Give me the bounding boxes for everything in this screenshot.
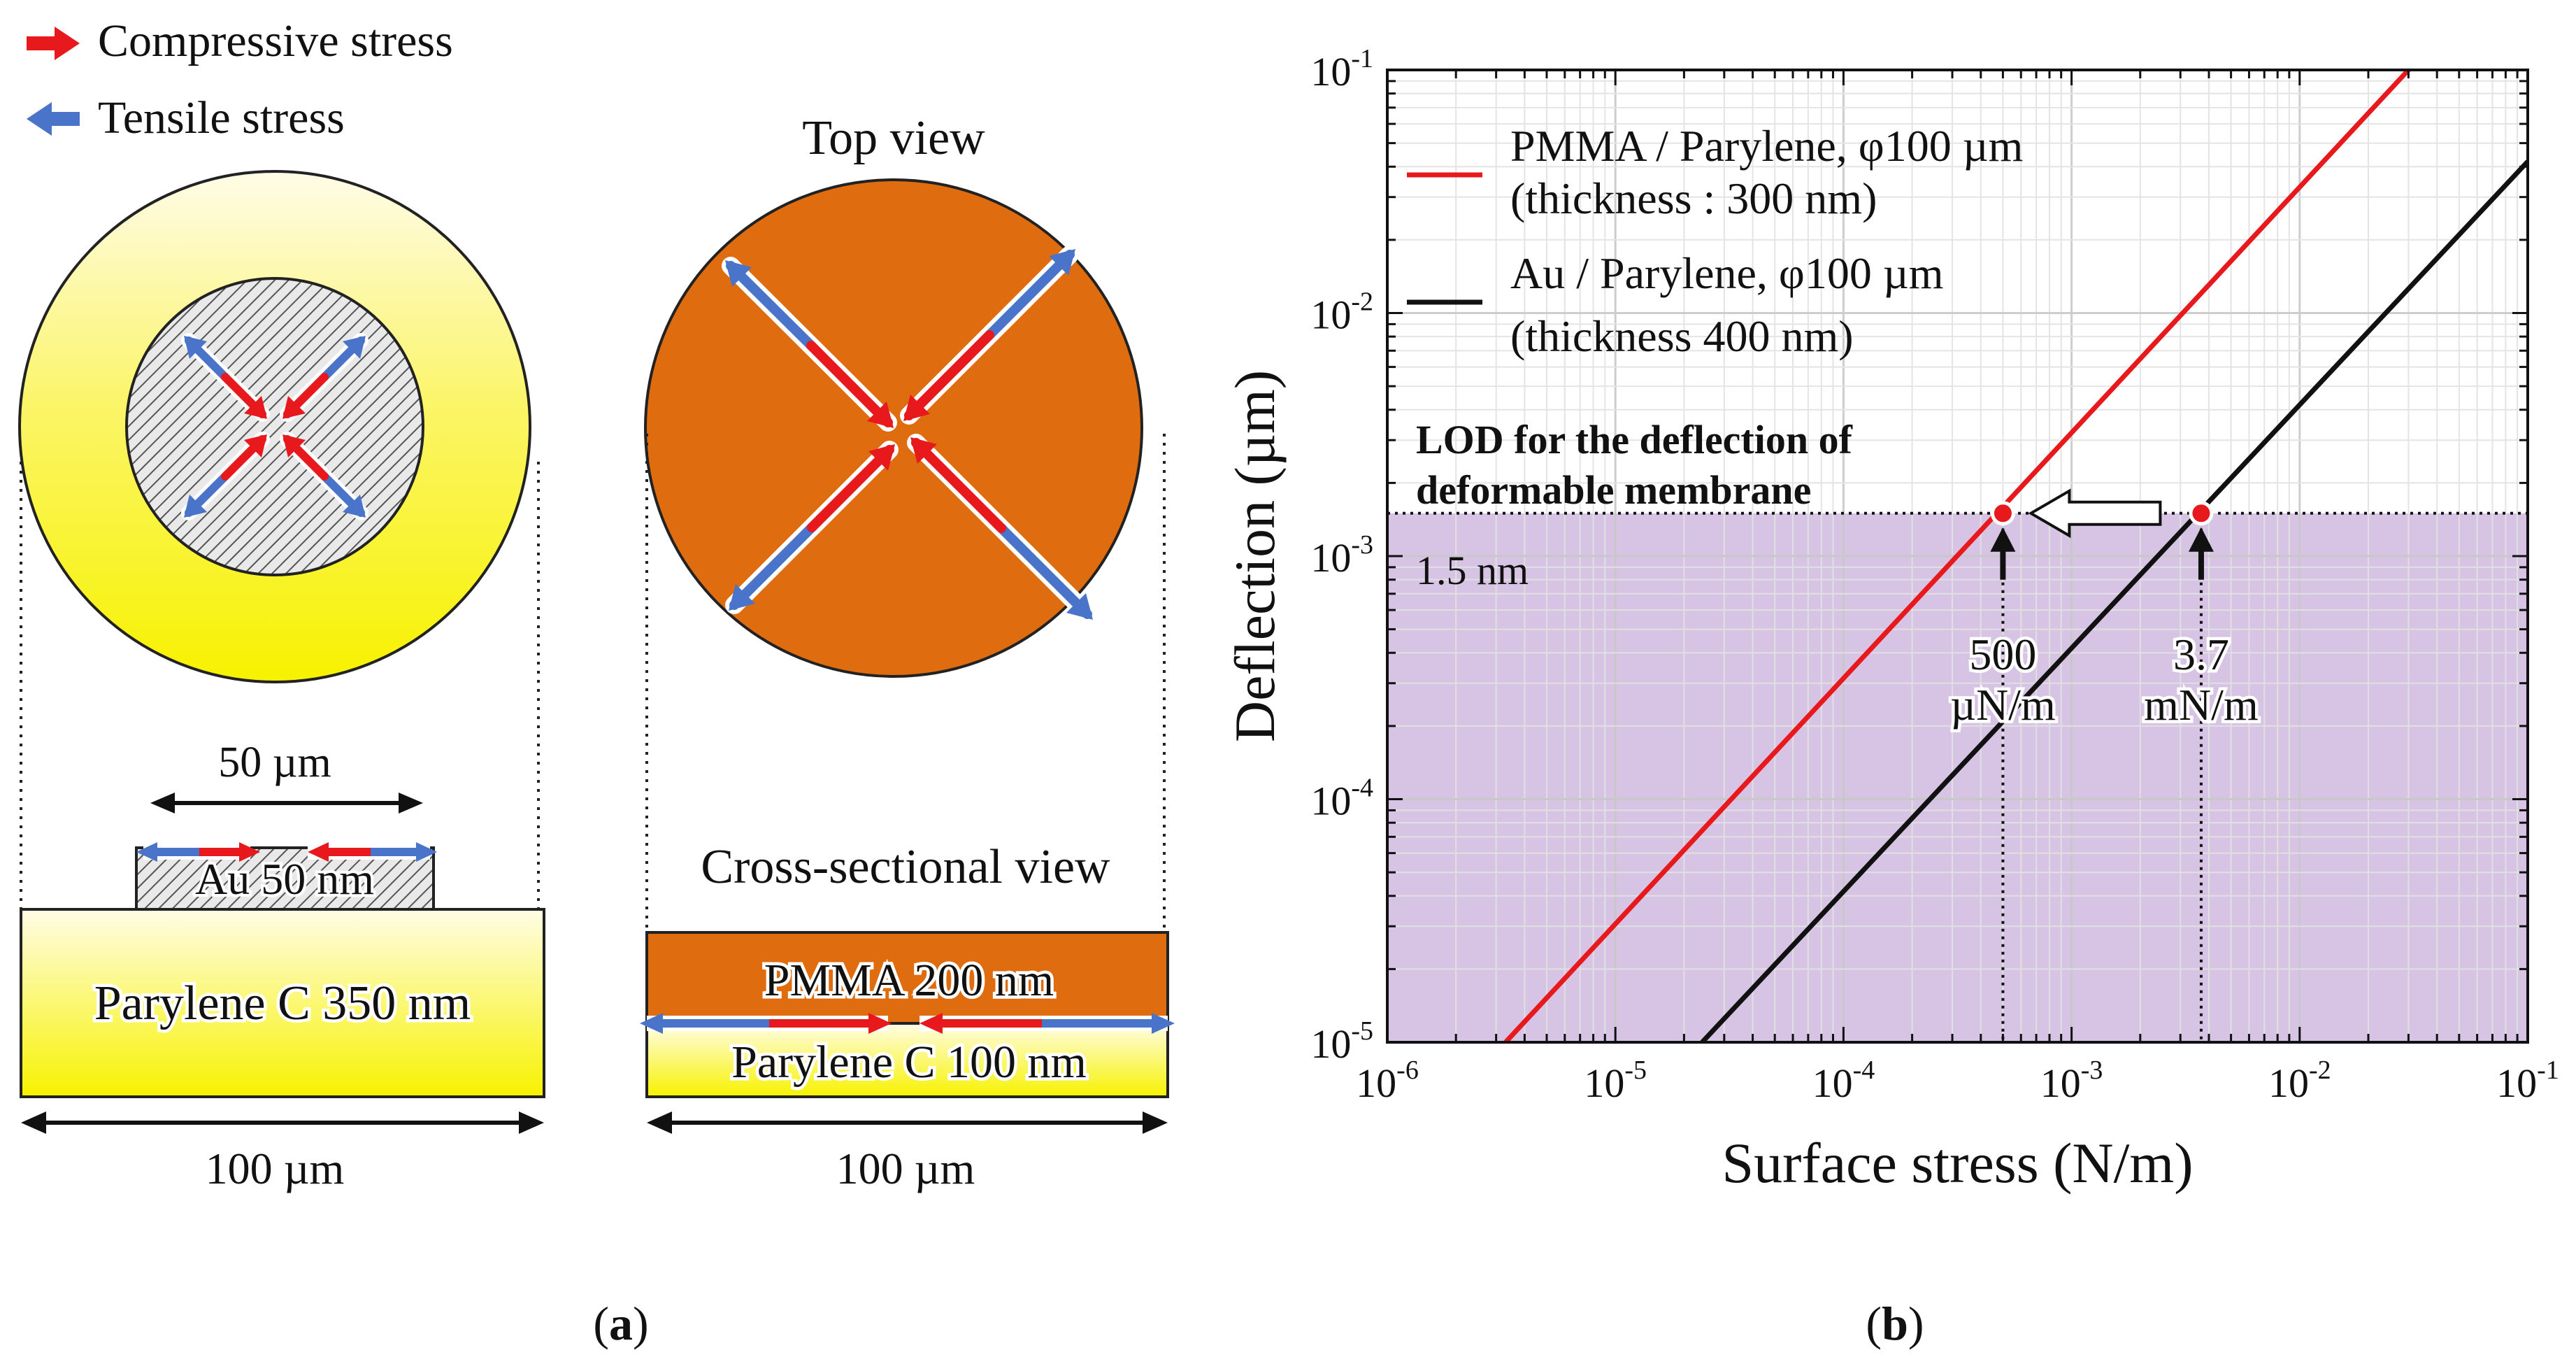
parylene-thin-layer <box>645 1022 1169 1098</box>
left-stress-arrows <box>181 333 368 520</box>
dimension-arrowhead <box>21 1111 46 1134</box>
pmma-layer-label: PMMA 200 nm <box>764 955 1054 1006</box>
y-tick-label: 10-2 <box>1310 287 1373 338</box>
legend-label: Au / Parylene, φ100 µm <box>1510 248 1944 298</box>
au-width-label: 50 µm <box>218 739 331 786</box>
parylene-substrate <box>20 908 545 1098</box>
x-tick-label: 10-1 <box>2496 1056 2559 1106</box>
dimension-arrowhead <box>519 1111 544 1134</box>
au-stress-arrows <box>136 842 437 862</box>
parylene-layer-label: Parylene C 100 nm <box>731 1037 1087 1088</box>
stress-arrow <box>725 441 899 614</box>
lod-region <box>1387 513 2528 1042</box>
series-group <box>1503 70 2528 1042</box>
y-tick-label: 10-4 <box>1310 774 1373 824</box>
pmma-layer <box>645 931 1169 1025</box>
legend-tensile-label: Tensile stress <box>98 92 345 143</box>
interface-stress-arrows <box>640 1013 1175 1034</box>
legend-compressive: Compressive stress <box>27 15 453 66</box>
cross-section-label: Cross-sectional view <box>701 840 1110 894</box>
point-unit-label: mN/m <box>2144 680 2259 730</box>
pointer-arrow-head <box>1990 527 2016 552</box>
au-disk <box>125 277 424 576</box>
stress-arrow <box>181 432 270 520</box>
legend-label: (thickness 400 nm) <box>1510 311 1854 361</box>
right-device-top-view: Top view <box>644 111 1166 930</box>
parylene-substrate-label: Parylene C 350 nm <box>94 976 471 1030</box>
intersection-point <box>1990 501 2015 526</box>
series-line-au <box>1700 159 2528 1042</box>
stress-arrow <box>280 432 368 520</box>
chart-legend: PMMA / Parylene, φ100 µm(thickness : 300… <box>1407 121 2023 361</box>
panel-a: Compressive stress Tensile stress <box>18 15 1175 1350</box>
dimension-arrowhead <box>647 1111 672 1134</box>
left-device-top-view <box>18 170 540 909</box>
y-tick-label: 10-1 <box>1310 44 1373 94</box>
stress-arrow <box>280 333 368 422</box>
tick-marks <box>1386 69 2529 1044</box>
x-tick-label: 10-3 <box>2040 1056 2103 1106</box>
stress-arrow <box>181 333 270 422</box>
x-axis-title: Surface stress (N/m) <box>1722 1131 2193 1195</box>
panel-b: 10-6 10-5 10-4 10-3 10-2 10-110-510-410-310-2… <box>1223 44 2559 1350</box>
dimension-arrowhead <box>1143 1111 1168 1134</box>
intersection-point <box>2189 501 2214 526</box>
tensile-arrow-icon <box>27 102 80 136</box>
right-stress-arrows <box>722 246 1096 623</box>
pointer-arrow-head <box>2188 527 2214 552</box>
right-base-width-label: 100 µm <box>836 1144 975 1193</box>
dimension-arrowhead <box>399 793 423 814</box>
legend-label: (thickness : 300 nm) <box>1510 173 1877 223</box>
series-line-pmma <box>1503 70 2411 1042</box>
x-tick-label: 10-5 <box>1584 1056 1647 1106</box>
top-view-label: Top view <box>802 111 985 165</box>
shift-arrow-icon <box>2028 488 2162 539</box>
stress-arrow <box>722 257 897 432</box>
left-base-width-label: 100 µm <box>206 1144 345 1193</box>
left-cross-section: 50 µm Au 50 nm Parylene C 350 nm <box>20 739 545 1193</box>
lod-label: deformable membrane <box>1416 467 1811 513</box>
right-cross-section: Cross-sectional view PMMA 200 nm Parylen… <box>640 840 1175 1193</box>
legend-compressive-label: Compressive stress <box>98 15 453 66</box>
panel-a-caption: (a) <box>593 1297 648 1350</box>
legend-label: PMMA / Parylene, φ100 µm <box>1510 121 2023 171</box>
compressive-arrow-icon <box>27 27 80 60</box>
y-tick-label: 10-3 <box>1310 530 1373 581</box>
x-tick-label: 10-6 <box>1356 1056 1419 1106</box>
y-axis-title: Deflection (µm) <box>1223 370 1287 742</box>
chart: 10-6 10-5 10-4 10-3 10-2 10-110-510-410-310-2… <box>1223 44 2559 1195</box>
panel-b-caption: (b) <box>1866 1297 1924 1350</box>
y-tick-label: 10-5 <box>1310 1016 1373 1067</box>
stress-arrow <box>907 434 1096 623</box>
dimension-arrowhead <box>150 793 175 814</box>
stress-arrow <box>900 246 1079 425</box>
x-tick-label: 10-2 <box>2268 1056 2331 1106</box>
x-tick-label: 10-4 <box>1812 1056 1875 1106</box>
lod-value-label: 1.5 nm <box>1416 548 1529 593</box>
lod-label: LOD for the deflection of <box>1416 417 1853 462</box>
point-unit-label: µN/m <box>1950 680 2056 730</box>
point-value-label: 500 <box>1969 630 2036 679</box>
legend-tensile: Tensile stress <box>27 92 345 143</box>
point-value-label: 3.7 <box>2173 630 2229 679</box>
au-layer-label: Au 50 nm <box>195 854 374 904</box>
